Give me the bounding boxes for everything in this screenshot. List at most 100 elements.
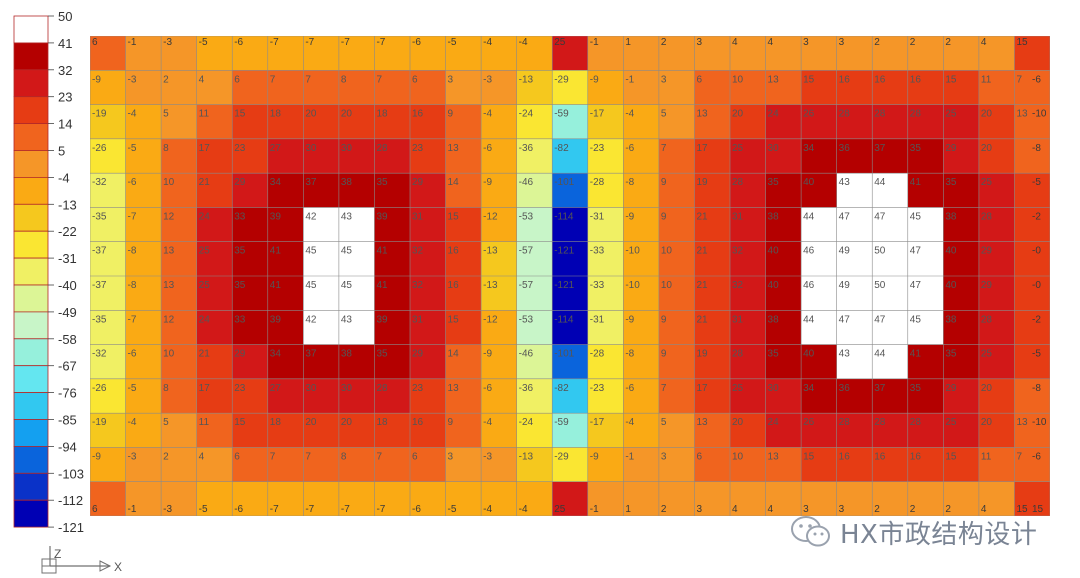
contour-cell	[801, 447, 838, 483]
contour-cell	[801, 241, 838, 277]
edge-label: -6	[234, 37, 243, 48]
contour-cell	[730, 138, 767, 174]
contour-cell	[481, 413, 518, 448]
contour-cell	[374, 310, 411, 346]
contour-cell	[232, 104, 269, 140]
node-value: -13	[483, 280, 498, 291]
node-value: 44	[874, 349, 886, 360]
node-value: 35	[945, 177, 957, 188]
node-value: 15	[803, 451, 815, 462]
contour-cell	[410, 36, 447, 71]
contour-cell	[801, 378, 838, 414]
contour-cell	[694, 344, 731, 380]
contour-cell	[801, 138, 838, 174]
contour-cell	[623, 276, 660, 311]
node-value: 21	[696, 314, 708, 325]
contour-cell	[90, 207, 127, 243]
node-value: -9	[92, 74, 101, 85]
contour-cell	[232, 481, 269, 516]
node-value: 3	[448, 74, 454, 85]
edge-label: -1	[590, 504, 599, 515]
node-value: 41	[376, 246, 388, 257]
node-value: 38	[768, 211, 780, 222]
contour-cell	[445, 378, 482, 414]
node-value: 4	[199, 74, 205, 85]
contour-cell	[943, 104, 980, 140]
node-value: -17	[590, 417, 605, 428]
legend-swatch	[13, 150, 49, 178]
contour-cell	[303, 70, 340, 106]
contour-cell	[303, 310, 340, 346]
contour-cell	[765, 104, 802, 140]
node-value: -6	[128, 349, 137, 360]
contour-cell	[516, 481, 553, 516]
contour-cell	[410, 310, 447, 346]
node-value: 31	[412, 211, 424, 222]
node-value: 7	[270, 74, 276, 85]
contour-cell	[658, 173, 695, 208]
legend-swatch	[13, 392, 49, 420]
contour-cell	[552, 138, 589, 174]
contour-cell	[694, 173, 731, 208]
node-value: -1	[625, 451, 634, 462]
node-value: 31	[732, 211, 744, 222]
contour-cell	[658, 344, 695, 380]
contour-cell	[481, 138, 518, 174]
node-value: 7	[305, 451, 311, 462]
contour-cell	[907, 413, 944, 448]
contour-cell	[1014, 378, 1050, 414]
legend-swatch	[13, 230, 49, 259]
contour-cell	[196, 36, 233, 71]
node-value: 14	[448, 349, 460, 360]
contour-cell	[623, 310, 660, 346]
node-value: 9	[661, 349, 667, 360]
contour-cell	[836, 207, 873, 243]
node-value: 37	[305, 349, 317, 360]
node-value: 30	[768, 383, 780, 394]
contour-cell	[552, 36, 589, 71]
contour-cell	[730, 241, 767, 277]
contour-cell	[481, 447, 518, 483]
contour-cell	[730, 481, 767, 516]
node-value: 30	[305, 143, 317, 154]
contour-cell	[765, 36, 802, 71]
edge-label: -7	[341, 37, 350, 48]
edge-label: 15	[1032, 504, 1044, 515]
node-value: -4	[128, 109, 137, 120]
contour-cell	[623, 36, 660, 71]
node-value: 12	[163, 211, 175, 222]
contour-cell	[125, 447, 162, 483]
contour-cell	[90, 36, 127, 71]
node-value: 16	[412, 109, 424, 120]
legend-label: -40	[58, 278, 77, 293]
contour-cell	[338, 70, 375, 106]
contour-cell	[978, 310, 1015, 346]
node-value: -6	[625, 143, 634, 154]
contour-cell	[303, 138, 340, 174]
edge-label: -5	[448, 37, 457, 48]
legend-label: -76	[58, 386, 77, 401]
legend-swatch	[13, 257, 49, 286]
contour-cell	[161, 413, 198, 448]
contour-cell	[907, 241, 944, 277]
node-value: -3	[483, 74, 492, 85]
contour-cell	[943, 481, 980, 516]
node-value: -29	[554, 451, 569, 462]
node-value: 18	[270, 109, 282, 120]
contour-cell	[943, 70, 980, 106]
node-value: 39	[270, 314, 282, 325]
contour-cell	[516, 104, 553, 140]
node-value: -4	[483, 109, 492, 120]
contour-cell	[267, 36, 304, 71]
contour-cell	[410, 378, 447, 414]
contour-cell	[658, 378, 695, 414]
node-value: 45	[305, 246, 317, 257]
contour-cell	[267, 447, 304, 483]
node-value: 2	[163, 74, 169, 85]
edge-label: -4	[519, 37, 528, 48]
edge-label: 2	[874, 37, 880, 48]
node-value: -4	[483, 417, 492, 428]
node-value: 38	[945, 314, 957, 325]
node-value: 19	[696, 177, 708, 188]
contour-cell	[303, 36, 340, 71]
